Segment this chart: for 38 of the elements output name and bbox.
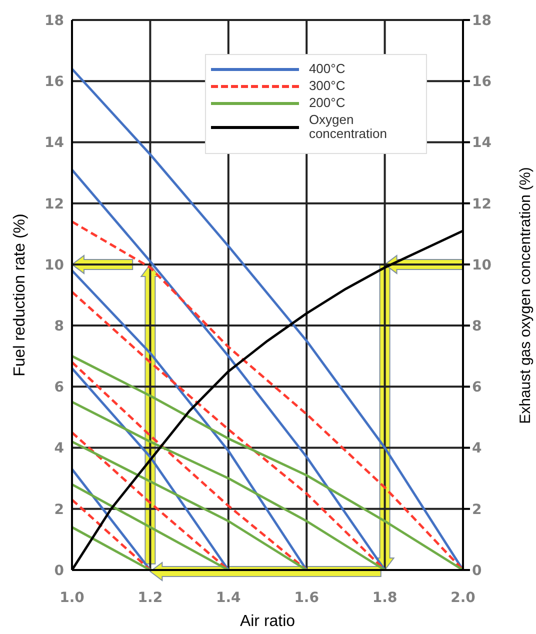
- line-series: [72, 400, 386, 570]
- y2-tick-label: 12: [472, 196, 492, 212]
- x-axis-title: Air ratio: [240, 613, 296, 630]
- legend-label: 200°C: [308, 95, 346, 110]
- y2-tick-label: 10: [472, 257, 492, 274]
- y-tick-label: 8: [54, 318, 64, 335]
- line-series: [72, 361, 308, 570]
- y2-tick-label: 4: [472, 440, 482, 457]
- x-tick-label: 1.8: [372, 590, 398, 606]
- y2-tick-label: 6: [472, 380, 482, 396]
- y2-tick-label: 0: [472, 562, 482, 579]
- y2-axis-title: Exhaust gas oxygen concentration (%): [516, 166, 534, 424]
- y-tick-label: 6: [54, 380, 64, 396]
- legend-label: 300°C: [308, 78, 346, 93]
- legend-label: 400°C: [308, 61, 346, 76]
- y-tick-label: 16: [44, 74, 64, 90]
- x-tick-label: 2.0: [450, 590, 476, 606]
- y-tick-label: 14: [44, 135, 64, 152]
- legend-label: Oxygen concentration: [308, 112, 388, 141]
- x-tick-label: 1.2: [138, 590, 163, 606]
- y-tick-label: 10: [44, 257, 64, 274]
- y-tick-label: 12: [44, 196, 64, 212]
- y-tick-label: 2: [54, 502, 64, 518]
- line-series: [72, 168, 386, 570]
- y-axis-title: Fuel reduction rate (%): [11, 214, 29, 376]
- y2-tick-label: 18: [472, 12, 492, 29]
- line-series: [72, 269, 308, 570]
- y2-tick-label: 8: [472, 318, 482, 335]
- y2-tick-label: 14: [472, 135, 492, 152]
- line-series: [72, 440, 308, 570]
- y-tick-label: 18: [44, 12, 64, 29]
- y-tick-label: 0: [54, 562, 64, 579]
- y-tick-label: 4: [54, 440, 64, 457]
- y2-tick-label: 2: [472, 502, 482, 518]
- y2-tick-label: 16: [472, 74, 492, 90]
- x-tick-label: 1.4: [216, 590, 242, 606]
- x-tick-label: 1.6: [294, 590, 320, 606]
- x-tick-label: 1.0: [60, 590, 85, 606]
